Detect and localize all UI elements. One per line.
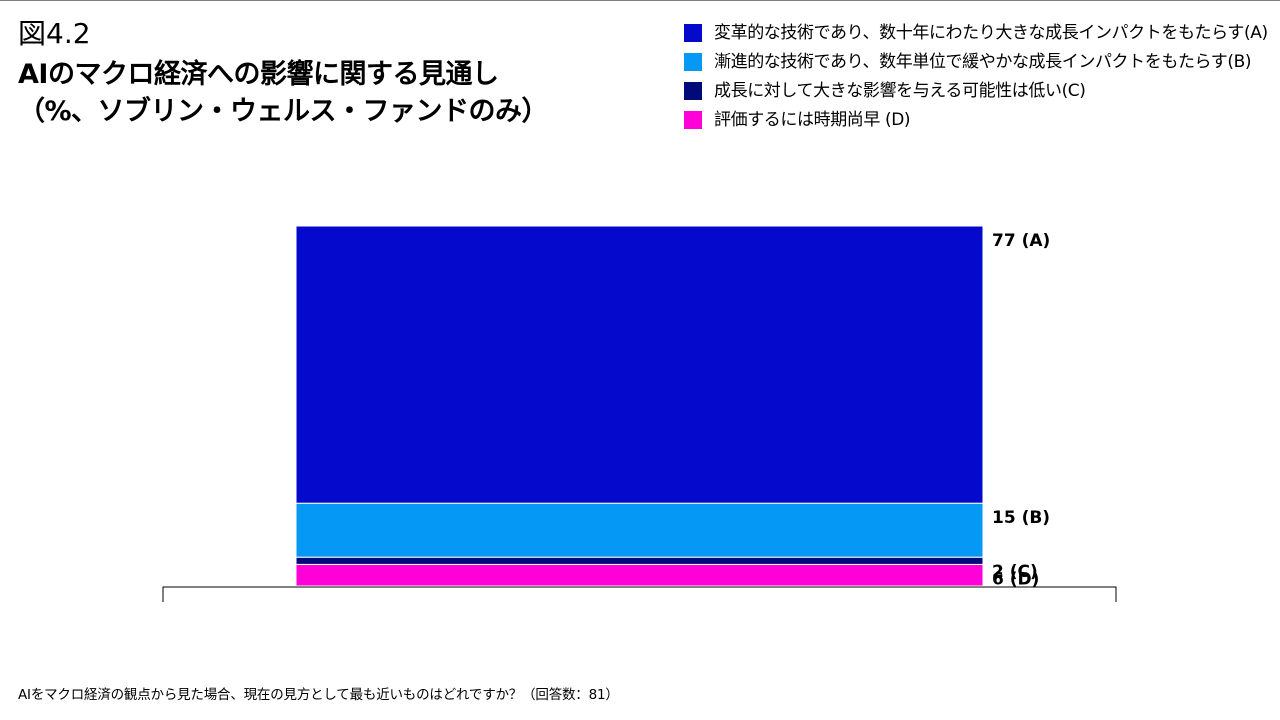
legend: 変革的な技術であり、数十年にわたり大きな成長インパクトをもたらす(A) 漸進的な… (684, 19, 1274, 135)
data-label-d: 6 (D) (992, 569, 1039, 589)
data-label-b: 15 (B) (992, 508, 1050, 528)
legend-item-d: 評価するには時期尚早 (D) (684, 106, 1274, 135)
bar-segment-b (295, 502, 984, 558)
data-label-a: 77 (A) (992, 231, 1050, 251)
figure-label: 図4.2 (18, 17, 91, 50)
chart-title: AIのマクロ経済への影響に関する見通し (18, 59, 499, 90)
legend-swatch-a (684, 24, 702, 42)
data-label-c: 2 (C) (992, 562, 1038, 582)
x-axis-baseline (162, 586, 1117, 602)
legend-item-c: 成長に対して大きな影響を与える可能性は低い(C) (684, 77, 1274, 106)
data-label-group: 6 (D)2 (C) 15 (B) 77 (A) (992, 231, 1050, 589)
bar-segment-d (295, 563, 984, 587)
legend-label-c: 成長に対して大きな影響を与える可能性は低い(C) (714, 81, 1086, 101)
top-rule (0, 0, 1280, 1)
legend-label-d: 評価するには時期尚早 (D) (714, 110, 911, 130)
bar-segment-a (295, 225, 984, 504)
legend-label-b: 漸進的な技術であり、数年単位で緩やかな成長インパクトをもたらす(B) (714, 52, 1252, 72)
footnote: AIをマクロ経済の観点から見た場合、現在の見方として最も近いものはどれですか？（… (18, 687, 619, 703)
chart-subtitle: （%、ソブリン・ウェルス・ファンドのみ） (18, 96, 549, 127)
bar-group (295, 225, 984, 587)
legend-swatch-c (684, 82, 702, 100)
legend-item-b: 漸進的な技術であり、数年単位で緩やかな成長インパクトをもたらす(B) (684, 48, 1274, 77)
legend-swatch-d (684, 111, 702, 129)
legend-item-a: 変革的な技術であり、数十年にわたり大きな成長インパクトをもたらす(A) (684, 19, 1274, 48)
legend-swatch-b (684, 53, 702, 71)
bar-segment-c (295, 556, 984, 565)
legend-label-a: 変革的な技術であり、数十年にわたり大きな成長インパクトをもたらす(A) (714, 23, 1268, 43)
